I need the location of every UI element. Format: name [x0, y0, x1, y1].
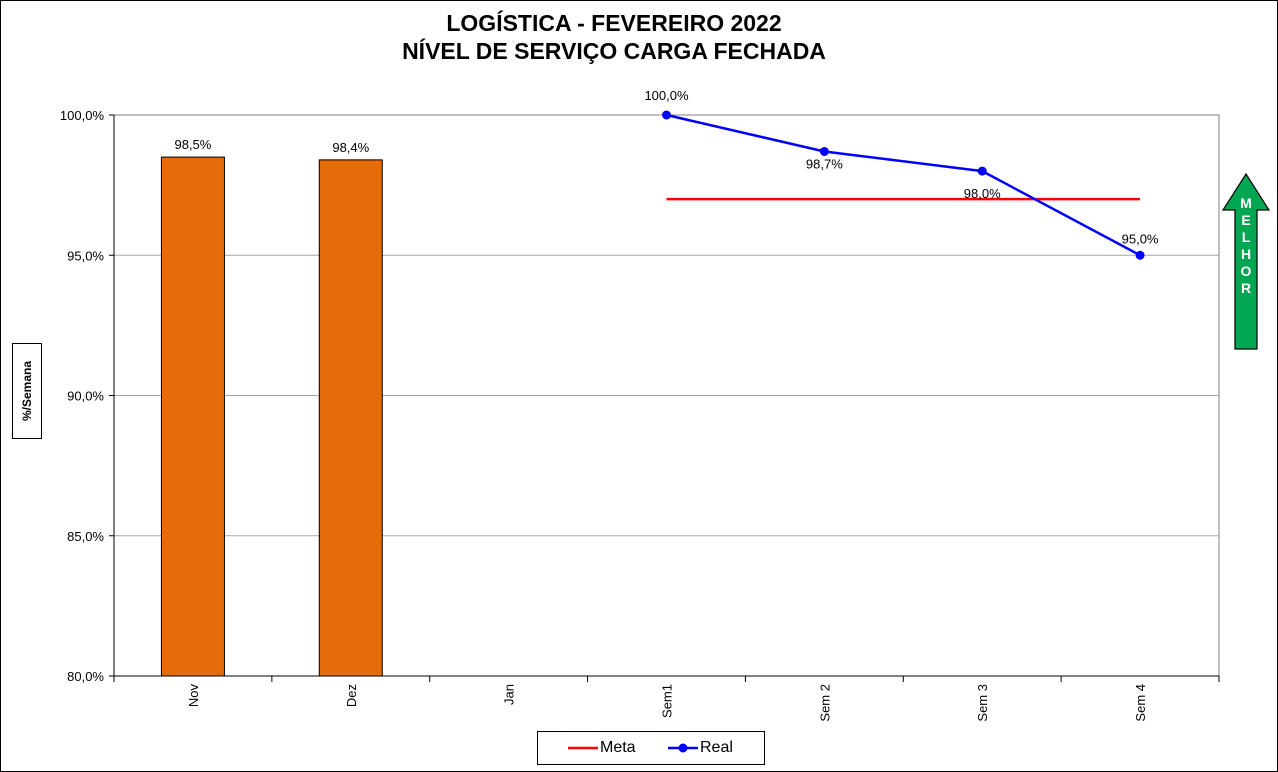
legend-item-real: Real [668, 732, 733, 764]
point-data-label: 100,0% [644, 88, 689, 103]
legend-label-real: Real [700, 739, 733, 756]
y-tick-label: 85,0% [67, 529, 104, 544]
series-point-real [662, 110, 671, 120]
x-tick-label: Dez [344, 684, 359, 707]
x-tick-label: Sem 3 [975, 684, 990, 722]
legend: Meta Real [537, 731, 765, 765]
x-tick-label: Sem1 [660, 684, 675, 718]
series-point-real [819, 146, 829, 156]
better-letter: M [1240, 195, 1252, 211]
point-data-label: 98,0% [964, 186, 1001, 201]
better-letter: O [1240, 263, 1252, 279]
chart-title-line-2: NÍVEL DE SERVIÇO CARGA FECHADA [402, 38, 826, 64]
better-letter: E [1241, 212, 1251, 228]
better-arrow-icon [1222, 173, 1270, 350]
y-axis-label-box: %/Semana [12, 343, 42, 439]
better-letter: H [1240, 246, 1252, 262]
x-tick-label: Sem 2 [817, 684, 832, 722]
legend-swatch-real [668, 743, 698, 753]
better-letter: R [1240, 280, 1252, 296]
chart-title-line-1: LOGÍSTICA - FEVEREIRO 2022 [446, 10, 782, 36]
legend-label-meta: Meta [600, 739, 636, 756]
bar [160, 156, 225, 677]
x-tick-label: Nov [186, 684, 201, 708]
better-letter: L [1241, 229, 1251, 245]
series-line-real [666, 113, 1141, 257]
y-tick-label: 90,0% [67, 389, 104, 404]
y-tick-label: 95,0% [67, 248, 104, 263]
x-tick-label: Jan [502, 684, 517, 705]
bar [318, 159, 383, 677]
x-tick-label: Sem 4 [1133, 684, 1148, 722]
series-point-real [1135, 250, 1145, 260]
series-point-real [977, 166, 987, 176]
chart-title: LOGÍSTICA - FEVEREIRO 2022 NÍVEL DE SERV… [1, 9, 1227, 65]
point-data-label: 95,0% [1122, 231, 1159, 246]
point-data-label: 98,7% [806, 156, 843, 171]
legend-item-meta: Meta [568, 732, 636, 764]
y-tick-label: 100,0% [60, 108, 105, 123]
bar-data-label: 98,4% [332, 140, 369, 155]
bar-data-label: 98,5% [174, 137, 211, 152]
legend-swatch-meta [568, 746, 598, 750]
y-tick-label: 80,0% [67, 669, 104, 684]
